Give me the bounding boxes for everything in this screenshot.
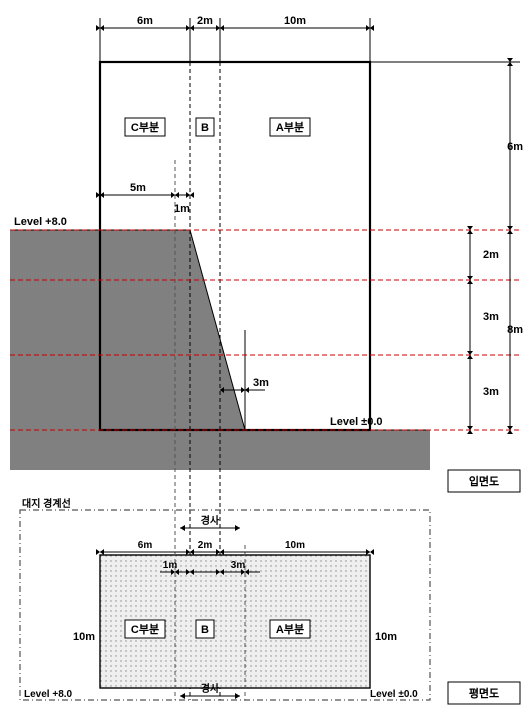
plan-dim-3m: 3m bbox=[231, 560, 246, 571]
plan-10m-left: 10m bbox=[73, 631, 95, 643]
dim-top-2m: 2m bbox=[197, 15, 213, 27]
label-part-c: C부분 bbox=[131, 121, 159, 134]
plan-level-left: Level +8.0 bbox=[24, 689, 73, 700]
label-part-b: B bbox=[201, 122, 209, 134]
dim-5m: 5m bbox=[130, 182, 146, 194]
boundary-label: 대지 경계선 bbox=[22, 497, 71, 510]
dim-right-6m: 6m bbox=[507, 141, 523, 153]
dim-right-3m-b: 3m bbox=[483, 386, 499, 398]
plan-part-c: C부분 bbox=[131, 623, 159, 636]
dim-top-6m: 6m bbox=[137, 15, 153, 27]
dim-right-2m: 2m bbox=[483, 249, 499, 261]
plan-dim-1m: 1m bbox=[163, 560, 178, 571]
plan-slope-top: 경사 bbox=[201, 514, 220, 527]
plan-part-a: A부분 bbox=[276, 623, 304, 636]
plan-dim-6m: 6m bbox=[138, 540, 153, 551]
dim-right-3m-a: 3m bbox=[483, 311, 499, 323]
dim-3m-slope: 3m bbox=[253, 377, 269, 389]
plan-title: 평면도 bbox=[469, 686, 499, 700]
plan-level-right: Level ±0.0 bbox=[370, 689, 418, 700]
plan-dim-10m: 10m bbox=[285, 540, 305, 551]
label-part-a: A부분 bbox=[276, 121, 304, 134]
dim-top-10m: 10m bbox=[284, 15, 306, 27]
plan-part-b: B bbox=[201, 624, 209, 636]
plan-dim-2m: 2m bbox=[198, 540, 213, 551]
dim-1m: 1m bbox=[174, 203, 190, 215]
elevation-title: 입면도 bbox=[469, 474, 499, 488]
level-left-elev: Level +8.0 bbox=[14, 216, 67, 228]
dim-right-8m: 8m bbox=[507, 324, 523, 336]
plan-10m-right: 10m bbox=[375, 631, 397, 643]
plan-slope-bot: 경사 bbox=[201, 682, 220, 695]
level-right-elev: Level ±0.0 bbox=[330, 416, 383, 428]
